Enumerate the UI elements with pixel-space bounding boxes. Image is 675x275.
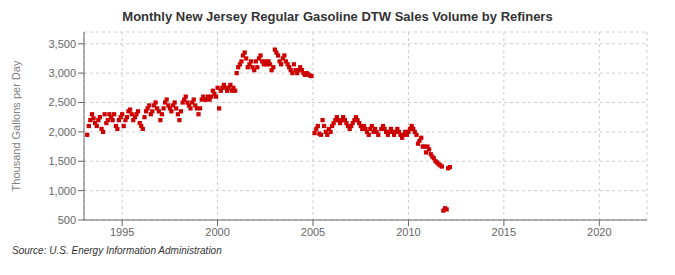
html-text:Source: U.S. Energy Informatio: Source: U.S. Energy Information Administ… [12,245,222,256]
svg-text:3,500: 3,500 [48,38,76,50]
svg-text:1,500: 1,500 [48,155,76,167]
svg-text:2005: 2005 [301,226,325,238]
svg-text:1,000: 1,000 [48,185,76,197]
svg-text:2015: 2015 [492,226,516,238]
svg-text:2,000: 2,000 [48,126,76,138]
svg-text:1995: 1995 [110,226,134,238]
svg-text:2010: 2010 [396,226,420,238]
svg-text:2,500: 2,500 [48,96,76,108]
svg-text:2000: 2000 [205,226,229,238]
html-text:Monthly New Jersey Regular Gas: Monthly New Jersey Regular Gasoline DTW … [122,9,553,24]
svg-text:2020: 2020 [587,226,611,238]
svg-text:Thousand Gallons per Day: Thousand Gallons per Day [10,60,22,191]
svg-text:500: 500 [58,214,76,226]
svg-text:3,000: 3,000 [48,67,76,79]
